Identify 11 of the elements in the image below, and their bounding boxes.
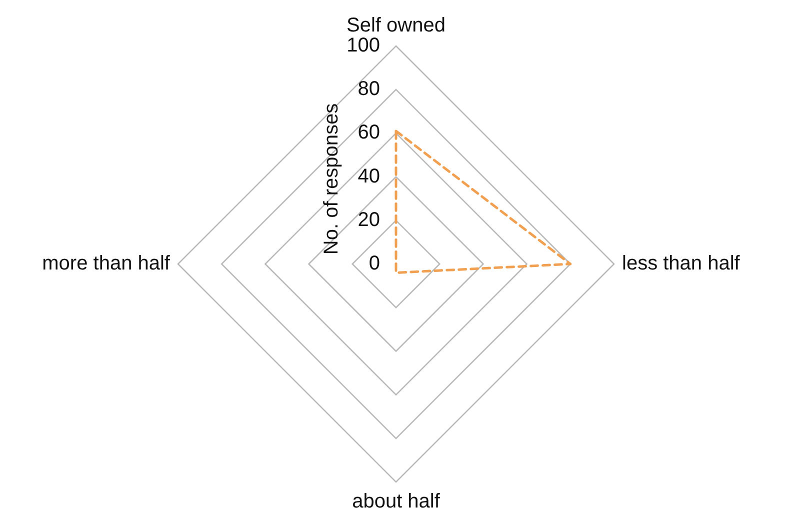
- y-tick-label: 40: [358, 165, 380, 188]
- spoke-label: less than half: [622, 252, 740, 275]
- y-tick-label: 60: [358, 122, 380, 144]
- y-tick-label: 20: [358, 208, 380, 231]
- spoke-label: about half: [352, 490, 440, 513]
- spoke-label: more than half: [42, 252, 170, 275]
- text: No. of responses: [320, 103, 343, 255]
- y-tick-label: 80: [358, 78, 380, 100]
- spoke-label: Self owned: [346, 14, 446, 37]
- y-tick-label: 0: [368, 252, 380, 275]
- y-tick-label: 100: [346, 34, 380, 57]
